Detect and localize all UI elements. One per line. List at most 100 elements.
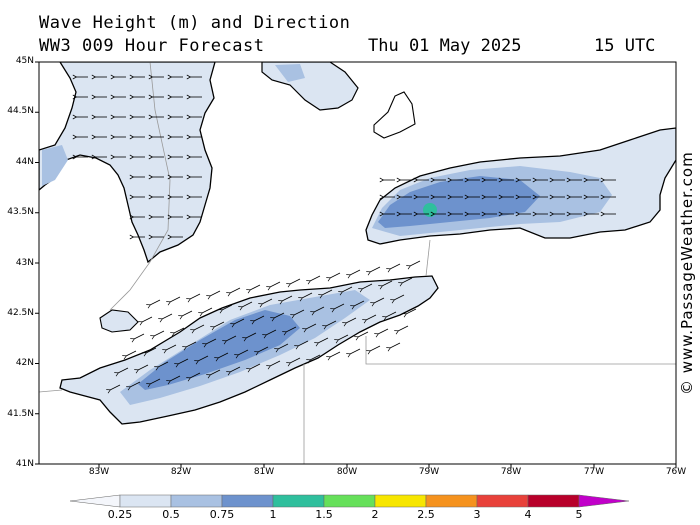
legend-label: 0.75	[209, 508, 235, 521]
lake-st-clair	[99, 309, 139, 333]
wave-arrow	[234, 318, 245, 324]
watermark: © www.PassageWeather.com	[678, 151, 696, 395]
wave-arrow	[126, 350, 137, 356]
wave-arrow	[362, 283, 373, 289]
wave-arrow	[270, 281, 281, 287]
wave-arrow	[334, 303, 345, 309]
chart-title: Wave Height (m) and Direction	[39, 13, 351, 33]
lon-label: 79W	[418, 467, 440, 477]
lat-label: 41N	[15, 459, 34, 470]
wave-arrow	[302, 292, 313, 298]
wave-arrow	[226, 335, 237, 341]
wave-arrow	[150, 299, 161, 305]
legend-swatch	[221, 494, 274, 508]
wave-arrow	[182, 310, 193, 316]
legend-label: 5	[575, 508, 583, 521]
wave-arrow	[170, 375, 181, 381]
wave-arrow	[350, 348, 361, 354]
legend-swatch	[323, 494, 376, 508]
wave-arrow	[270, 360, 281, 366]
legend-label: 1.5	[315, 508, 333, 521]
legend-label: 2.5	[417, 508, 435, 521]
wave-arrow	[230, 287, 241, 293]
legend-label: 0.25	[107, 508, 133, 521]
wave-arrow	[326, 320, 337, 326]
wave-arrow	[142, 316, 153, 322]
wave-arrow	[306, 323, 317, 329]
lat-label: 43N	[15, 257, 34, 268]
wave-arrow	[262, 298, 273, 304]
wave-arrow	[166, 344, 177, 350]
ontario-hotspot	[423, 203, 437, 217]
wave-arrow	[222, 304, 233, 310]
wave-arrow	[150, 378, 161, 384]
wave-arrow	[346, 317, 357, 323]
wave-arrow	[218, 352, 229, 358]
lon-label: 78W	[500, 467, 522, 477]
wave-arrow	[246, 332, 257, 338]
georgian-bay	[261, 62, 359, 111]
wave-arrow	[274, 312, 285, 318]
lat-label: 44.5N	[7, 106, 34, 117]
wave-arrow	[370, 266, 381, 272]
wave-arrow	[210, 369, 221, 375]
wave-arrow	[366, 314, 377, 320]
wave-arrow	[170, 296, 181, 302]
forecast-subtitle: WW3 009 Hour Forecast	[39, 36, 265, 56]
wave-arrow	[118, 367, 129, 373]
wave-arrow	[130, 381, 141, 387]
wave-arrow	[198, 355, 209, 361]
legend-swatch	[119, 494, 172, 508]
wave-arrow	[110, 384, 121, 390]
lat-label: 43.5N	[7, 207, 34, 218]
wave-arrow	[178, 358, 189, 364]
wave-arrow	[338, 334, 349, 340]
legend-label: 2	[371, 508, 379, 521]
lat-label: 44N	[15, 156, 34, 167]
legend-label: 4	[524, 508, 532, 521]
wave-arrow	[398, 325, 409, 331]
legend-label: 3	[473, 508, 481, 521]
legend-swatch	[374, 494, 427, 508]
lon-label: 77W	[583, 467, 605, 477]
lon-label: 81W	[253, 467, 275, 477]
wave-arrow	[278, 343, 289, 349]
wave-arrow	[322, 289, 333, 295]
wave-arrow	[390, 342, 401, 348]
huron-dark-patch	[42, 145, 68, 186]
legend-swatch	[272, 494, 325, 508]
wave-arrow	[390, 263, 401, 269]
wave-arrow	[158, 361, 169, 367]
lat-label: 41.5N	[7, 408, 34, 419]
wave-arrow	[250, 363, 261, 369]
lat-label: 42.5N	[7, 308, 34, 318]
wave-arrow	[190, 293, 201, 299]
wave-arrow	[358, 331, 369, 337]
wave-arrow	[342, 286, 353, 292]
map-area	[39, 62, 676, 464]
wave-arrow	[406, 308, 417, 314]
wave-arrow	[174, 327, 185, 333]
wave-arrow	[190, 372, 201, 378]
wave-arrow	[206, 338, 217, 344]
forecast-time: 15 UTC	[594, 36, 656, 56]
wave-arrow	[330, 351, 341, 357]
wave-direction-arrows	[76, 77, 616, 390]
wave-arrow	[134, 333, 145, 339]
wave-arrow	[202, 307, 213, 313]
legend-swatch	[527, 494, 580, 508]
borders	[39, 62, 676, 464]
wave-arrow	[258, 346, 269, 352]
legend-label: 1	[269, 508, 277, 521]
wave-arrow	[254, 315, 265, 321]
wave-arrow	[410, 260, 421, 266]
lon-label: 76W	[665, 467, 687, 477]
wave-arrow	[138, 364, 149, 370]
lat-label: 45N	[15, 56, 34, 66]
forecast-date: Thu 01 May 2025	[368, 36, 522, 56]
wave-arrow	[194, 324, 205, 330]
wave-arrow	[310, 275, 321, 281]
lake-huron	[39, 62, 216, 264]
wave-arrow	[314, 306, 325, 312]
